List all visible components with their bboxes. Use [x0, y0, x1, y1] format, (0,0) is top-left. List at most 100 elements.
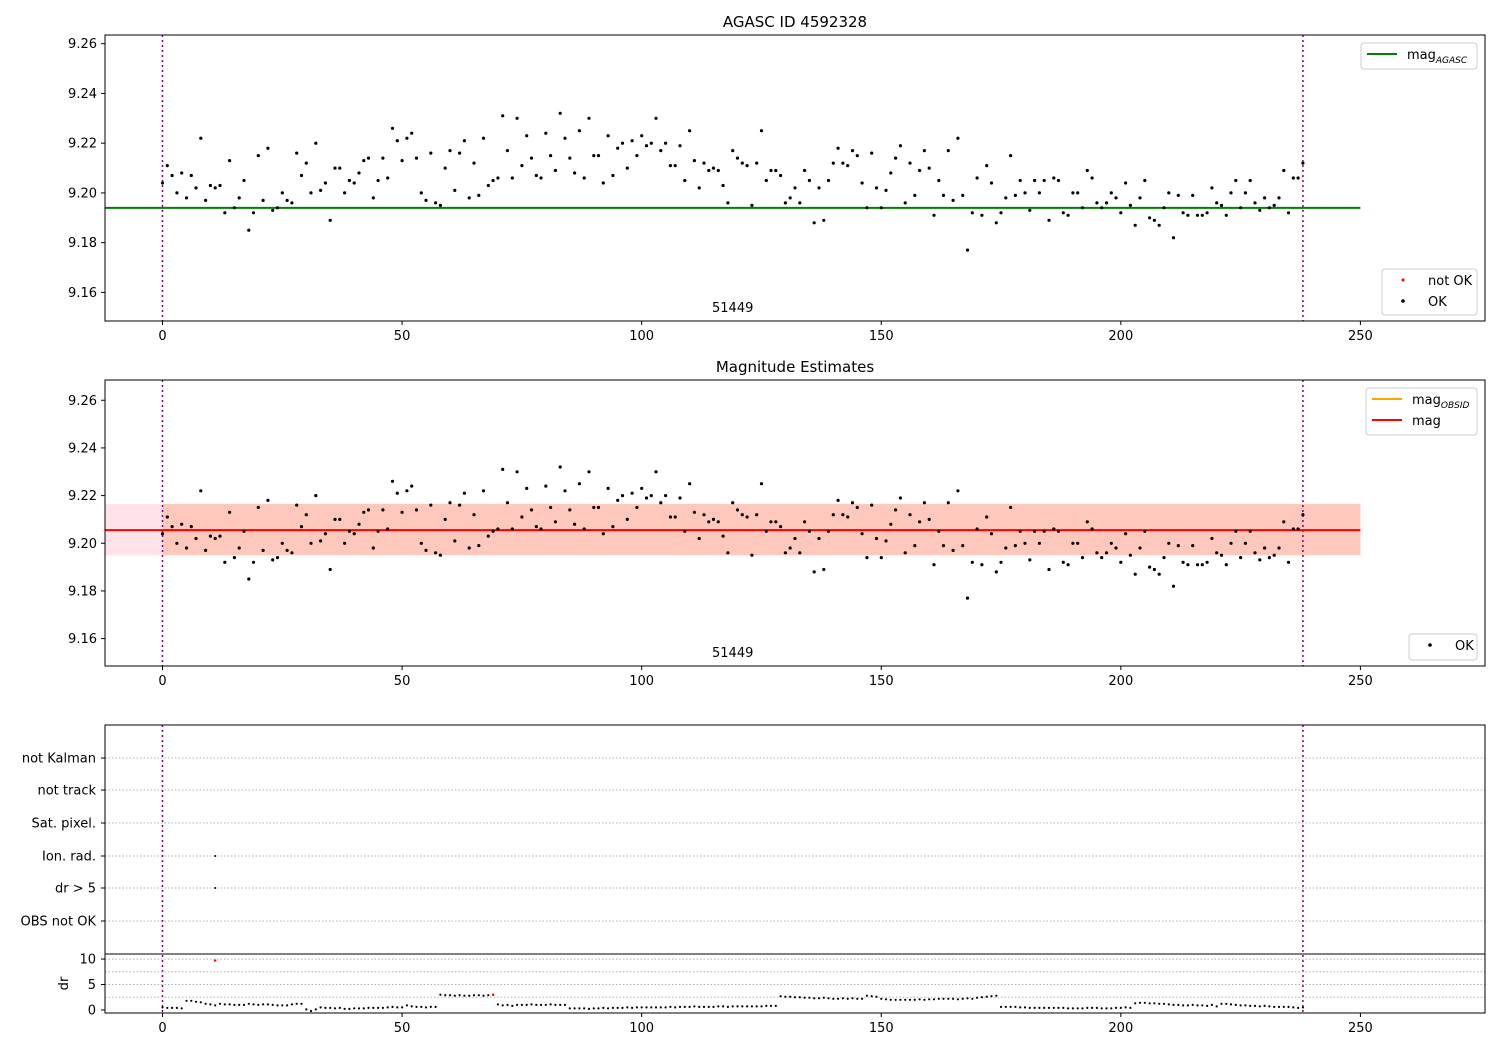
data-point	[841, 513, 845, 517]
data-point	[874, 536, 879, 541]
panel-dr-x-tick-label: 100	[629, 1021, 654, 1036]
data-point	[185, 999, 188, 1002]
data-point	[1239, 206, 1243, 210]
data-point	[242, 1003, 246, 1007]
data-point	[1158, 1002, 1161, 1005]
data-point	[189, 173, 193, 178]
data-point	[319, 188, 323, 192]
data-point	[309, 191, 313, 195]
data-point	[261, 198, 265, 202]
data-point	[668, 164, 673, 168]
data-point	[1128, 553, 1132, 557]
data-point	[559, 1003, 562, 1007]
data-point	[510, 527, 514, 531]
legend-label-text: OK	[1455, 639, 1474, 654]
data-point	[999, 560, 1003, 564]
data-point	[362, 1007, 365, 1010]
data-point	[1109, 541, 1113, 545]
data-point	[913, 193, 917, 197]
data-point	[505, 501, 510, 505]
data-point	[937, 178, 941, 183]
data-point	[1297, 1006, 1300, 1010]
data-point	[357, 522, 361, 526]
data-point	[822, 996, 825, 999]
data-point	[1200, 563, 1204, 567]
data-point	[237, 196, 241, 200]
panel-mag-x-tick-label: 0	[158, 674, 166, 689]
data-point	[592, 154, 596, 158]
data-point	[401, 1006, 404, 1009]
data-point	[165, 164, 169, 168]
data-point	[328, 218, 332, 222]
data-point	[280, 541, 284, 545]
data-point	[1162, 1002, 1166, 1005]
data-point	[1090, 527, 1094, 531]
data-point	[716, 168, 720, 173]
data-point	[1076, 1007, 1079, 1010]
data-point	[276, 1004, 279, 1007]
data-point	[1267, 556, 1271, 560]
data-point	[817, 186, 821, 190]
data-point	[1162, 206, 1166, 210]
data-point	[1104, 551, 1109, 555]
data-point	[323, 532, 327, 536]
data-point	[769, 1004, 773, 1008]
data-point	[592, 1007, 595, 1010]
data-point	[625, 166, 629, 170]
data-point	[688, 482, 692, 486]
data-point	[678, 144, 682, 148]
panel-agasc-x-tick-label: 200	[1108, 329, 1133, 344]
data-point	[1176, 544, 1180, 548]
panel-flags-row-label: dr > 5	[55, 882, 96, 897]
data-point	[468, 994, 471, 997]
data-point	[295, 151, 299, 155]
data-point	[539, 527, 543, 531]
data-point	[472, 994, 476, 997]
data-point	[544, 1003, 547, 1007]
data-point	[1210, 536, 1214, 541]
data-point	[668, 515, 673, 519]
data-point	[357, 171, 361, 175]
data-point	[631, 1006, 634, 1010]
data-point	[625, 517, 629, 522]
data-point	[204, 198, 208, 202]
data-point	[573, 171, 577, 175]
data-point	[1133, 572, 1137, 576]
data-point	[640, 1006, 643, 1009]
data-point	[1215, 201, 1219, 205]
data-point	[908, 161, 912, 165]
data-point	[314, 494, 318, 498]
data-point	[745, 164, 749, 168]
data-point	[501, 114, 505, 118]
data-point	[366, 508, 371, 512]
data-point	[371, 196, 375, 200]
data-point	[1287, 1005, 1290, 1009]
panel-mag-x-tick-label: 200	[1108, 674, 1133, 689]
data-point	[865, 994, 869, 997]
data-point	[941, 544, 946, 548]
data-point	[1052, 1006, 1055, 1010]
data-point	[1004, 546, 1008, 550]
panel-dr-x-tick-label: 50	[394, 1021, 411, 1036]
data-point	[429, 151, 433, 155]
data-point	[683, 529, 687, 533]
data-point	[520, 515, 524, 519]
data-point	[1009, 1005, 1012, 1009]
data-point	[846, 164, 850, 168]
data-point	[1282, 168, 1286, 173]
data-point	[664, 494, 668, 498]
data-point	[759, 129, 764, 133]
data-point	[951, 198, 955, 202]
data-point	[352, 532, 356, 536]
data-point	[1095, 1006, 1098, 1010]
data-point	[965, 596, 970, 600]
data-point	[788, 546, 792, 550]
data-point	[1013, 193, 1018, 197]
data-point	[994, 570, 998, 574]
data-point	[1056, 178, 1061, 183]
data-point	[367, 1006, 370, 1010]
data-point	[865, 206, 869, 210]
data-point	[870, 503, 874, 507]
data-point	[841, 997, 845, 1000]
data-point	[309, 1009, 313, 1013]
